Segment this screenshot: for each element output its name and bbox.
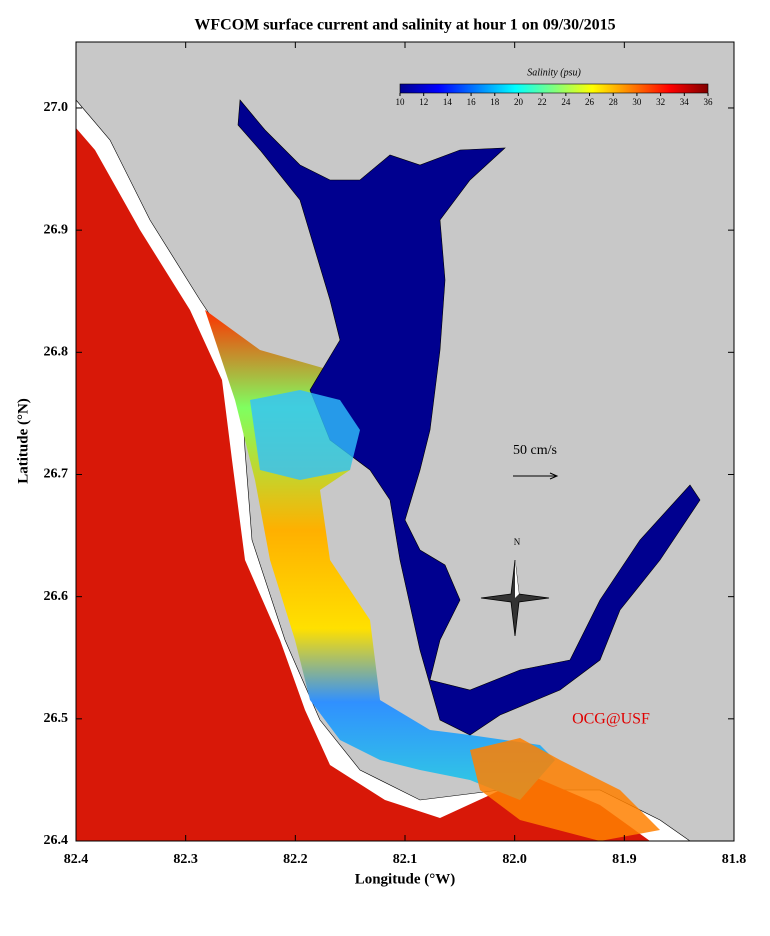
caloosahatchee-mouth xyxy=(470,738,660,841)
x-axis-label: Longitude (°W) xyxy=(355,871,456,887)
y-tick-label: 26.4 xyxy=(44,833,69,848)
colorbar-tick-label: 32 xyxy=(656,97,665,107)
y-tick-label: 26.9 xyxy=(44,222,69,237)
water xyxy=(76,99,701,841)
colorbar-tick-label: 34 xyxy=(680,97,690,107)
colorbar-tick-label: 12 xyxy=(419,97,428,107)
colorbar-tick-label: 36 xyxy=(704,97,714,107)
gulf xyxy=(76,128,650,841)
harbor-mouth-mixing xyxy=(250,390,360,480)
colorbar xyxy=(399,83,709,94)
charlotte-harbor xyxy=(237,99,701,736)
y-axis-label: Latitude (°N) xyxy=(15,398,31,484)
x-tick-label: 82.4 xyxy=(64,852,89,867)
compass-highlight xyxy=(515,560,519,598)
x-tick-label: 82.1 xyxy=(393,852,418,867)
x-tick-label: 81.8 xyxy=(722,852,747,867)
colorbar-tick-label: 22 xyxy=(538,97,547,107)
compass-label: N xyxy=(514,537,521,547)
colorbar-tick-label: 16 xyxy=(467,97,477,107)
colorbar-tick-label: 14 xyxy=(443,97,453,107)
colorbar-tick-label: 28 xyxy=(609,97,619,107)
credit: OCG@USF xyxy=(572,711,650,728)
colorbar-tick-label: 10 xyxy=(396,97,406,107)
colorbar-tick-label: 24 xyxy=(561,97,571,107)
colorbar-tick-label: 30 xyxy=(632,97,642,107)
y-tick-label: 26.5 xyxy=(44,711,69,726)
colorbar-label: Salinity (psu) xyxy=(527,67,581,78)
scale-arrowhead xyxy=(549,472,559,480)
y-tick-label: 26.7 xyxy=(44,467,69,482)
colorbar-tick-label: 18 xyxy=(490,97,500,107)
x-tick-label: 82.0 xyxy=(502,852,527,867)
title: WFCOM surface current and salinity at ho… xyxy=(194,17,615,34)
colorbar-tick-label: 26 xyxy=(585,97,595,107)
x-tick-label: 81.9 xyxy=(612,852,637,867)
y-tick-label: 26.8 xyxy=(44,345,69,360)
x-tick-label: 82.2 xyxy=(283,852,308,867)
colorbar-tick-label: 20 xyxy=(514,97,524,107)
y-tick-label: 27.0 xyxy=(44,100,69,115)
x-tick-label: 82.3 xyxy=(173,852,198,867)
scale-label: 50 cm/s xyxy=(513,443,557,458)
y-tick-label: 26.6 xyxy=(44,589,69,604)
